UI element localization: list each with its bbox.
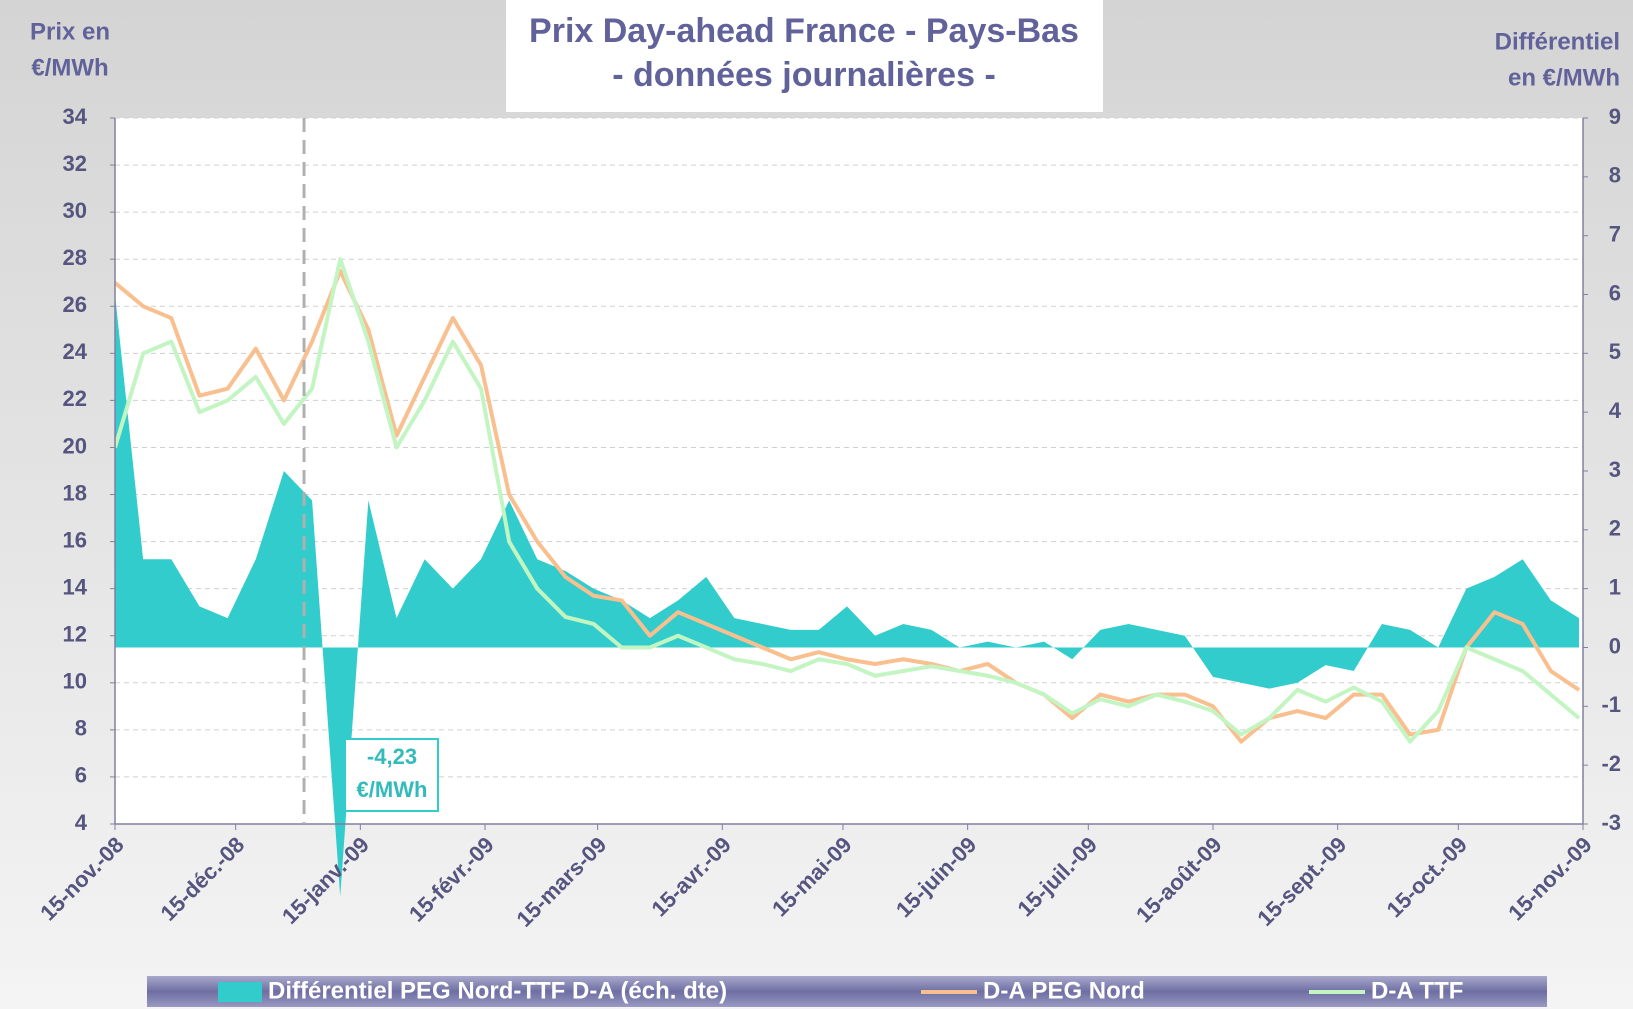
annotation: -4,23 xyxy=(367,744,417,769)
y2-tick-label: 0 xyxy=(1609,633,1621,658)
y-tick-label: 28 xyxy=(63,245,87,270)
y-tick-label: 14 xyxy=(63,574,88,599)
legend-label: D-A TTF xyxy=(1371,977,1463,1004)
title-box xyxy=(506,0,1103,112)
legend-swatch xyxy=(218,982,262,1002)
y2-tick-label: -3 xyxy=(1601,810,1621,835)
y-tick-label: 34 xyxy=(63,104,88,129)
differential-area xyxy=(115,294,1579,897)
y2-tick-label: -1 xyxy=(1601,692,1621,717)
y2-axis-label: Différentiel xyxy=(1495,28,1620,55)
y-tick-label: 8 xyxy=(75,716,87,741)
y-tick-label: 26 xyxy=(63,292,87,317)
annotation-box xyxy=(344,738,439,812)
y-tick-label: 16 xyxy=(63,527,87,552)
y2-tick-label: 9 xyxy=(1609,104,1621,129)
price-line xyxy=(113,257,1581,744)
y2-tick-label: 5 xyxy=(1609,339,1621,364)
chart-title: Prix Day-ahead France - Pays-Bas xyxy=(529,12,1079,50)
y-tick-label: 6 xyxy=(75,763,87,788)
y-tick-label: 24 xyxy=(63,339,88,364)
y-axis-label: €/MWh xyxy=(31,54,108,81)
y2-axis-label: en €/MWh xyxy=(1508,64,1620,91)
y2-tick-label: 1 xyxy=(1609,574,1621,599)
annotation: €/MWh xyxy=(357,777,428,802)
y2-tick-label: 8 xyxy=(1609,163,1621,188)
legend-label: Différentiel PEG Nord-TTF D-A (éch. dte) xyxy=(268,977,727,1004)
y2-tick-label: 2 xyxy=(1609,516,1621,541)
y2-tick-label: 4 xyxy=(1609,398,1622,423)
y-tick-label: 32 xyxy=(63,151,87,176)
chart-title: - données journalières - xyxy=(612,56,996,94)
y2-tick-label: 6 xyxy=(1609,280,1621,305)
y-tick-label: 22 xyxy=(63,386,87,411)
y-tick-label: 20 xyxy=(63,433,87,458)
y2-tick-label: -2 xyxy=(1601,751,1621,776)
y-tick-label: 30 xyxy=(63,198,87,223)
y2-tick-label: 7 xyxy=(1609,221,1621,246)
y-tick-label: 18 xyxy=(63,480,87,505)
legend-label: D-A PEG Nord xyxy=(983,977,1145,1004)
y-tick-label: 12 xyxy=(63,622,87,647)
y-axis-label: Prix en xyxy=(30,18,110,45)
y-tick-label: 10 xyxy=(63,669,87,694)
y-tick-label: 4 xyxy=(75,810,88,835)
y2-tick-label: 3 xyxy=(1609,457,1621,482)
